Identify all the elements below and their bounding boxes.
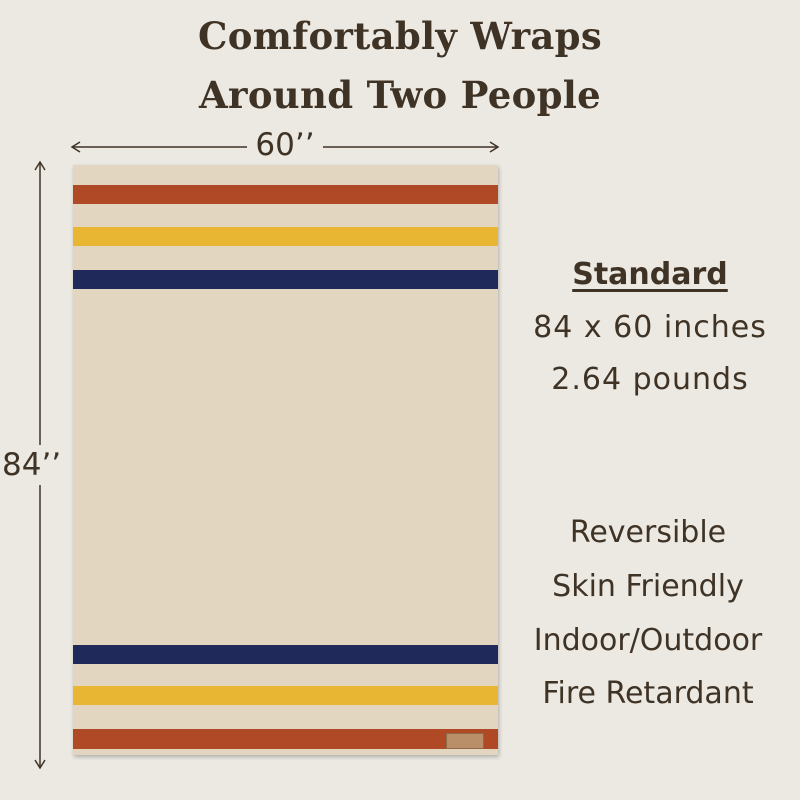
blanket-image	[73, 165, 498, 755]
feature-item: Indoor/Outdoor	[533, 623, 763, 658]
feature-item: Fire Retardant	[542, 676, 754, 711]
spec-heading: Standard	[572, 257, 728, 292]
feature-item: Reversible	[569, 515, 727, 550]
stripe-bottom-yellow	[73, 686, 498, 705]
stripe-bottom-red	[73, 729, 498, 749]
title-line-1: Comfortably Wraps	[198, 14, 602, 58]
stripe-top-blue	[73, 270, 498, 289]
spec-size: 84 x 60 inches	[533, 310, 767, 345]
width-label: 60’’	[247, 127, 323, 163]
feature-item: Skin Friendly	[552, 569, 744, 604]
stripe-top-yellow	[73, 227, 498, 246]
height-label: 84’’	[2, 445, 62, 485]
spec-weight: 2.64 pounds	[551, 362, 749, 397]
stripe-bottom-blue	[73, 645, 498, 664]
title-line-2: Around Two People	[199, 73, 601, 117]
width-dimension: 60’’	[70, 127, 500, 163]
brand-tag	[446, 733, 484, 749]
stripe-top-red	[73, 185, 498, 204]
